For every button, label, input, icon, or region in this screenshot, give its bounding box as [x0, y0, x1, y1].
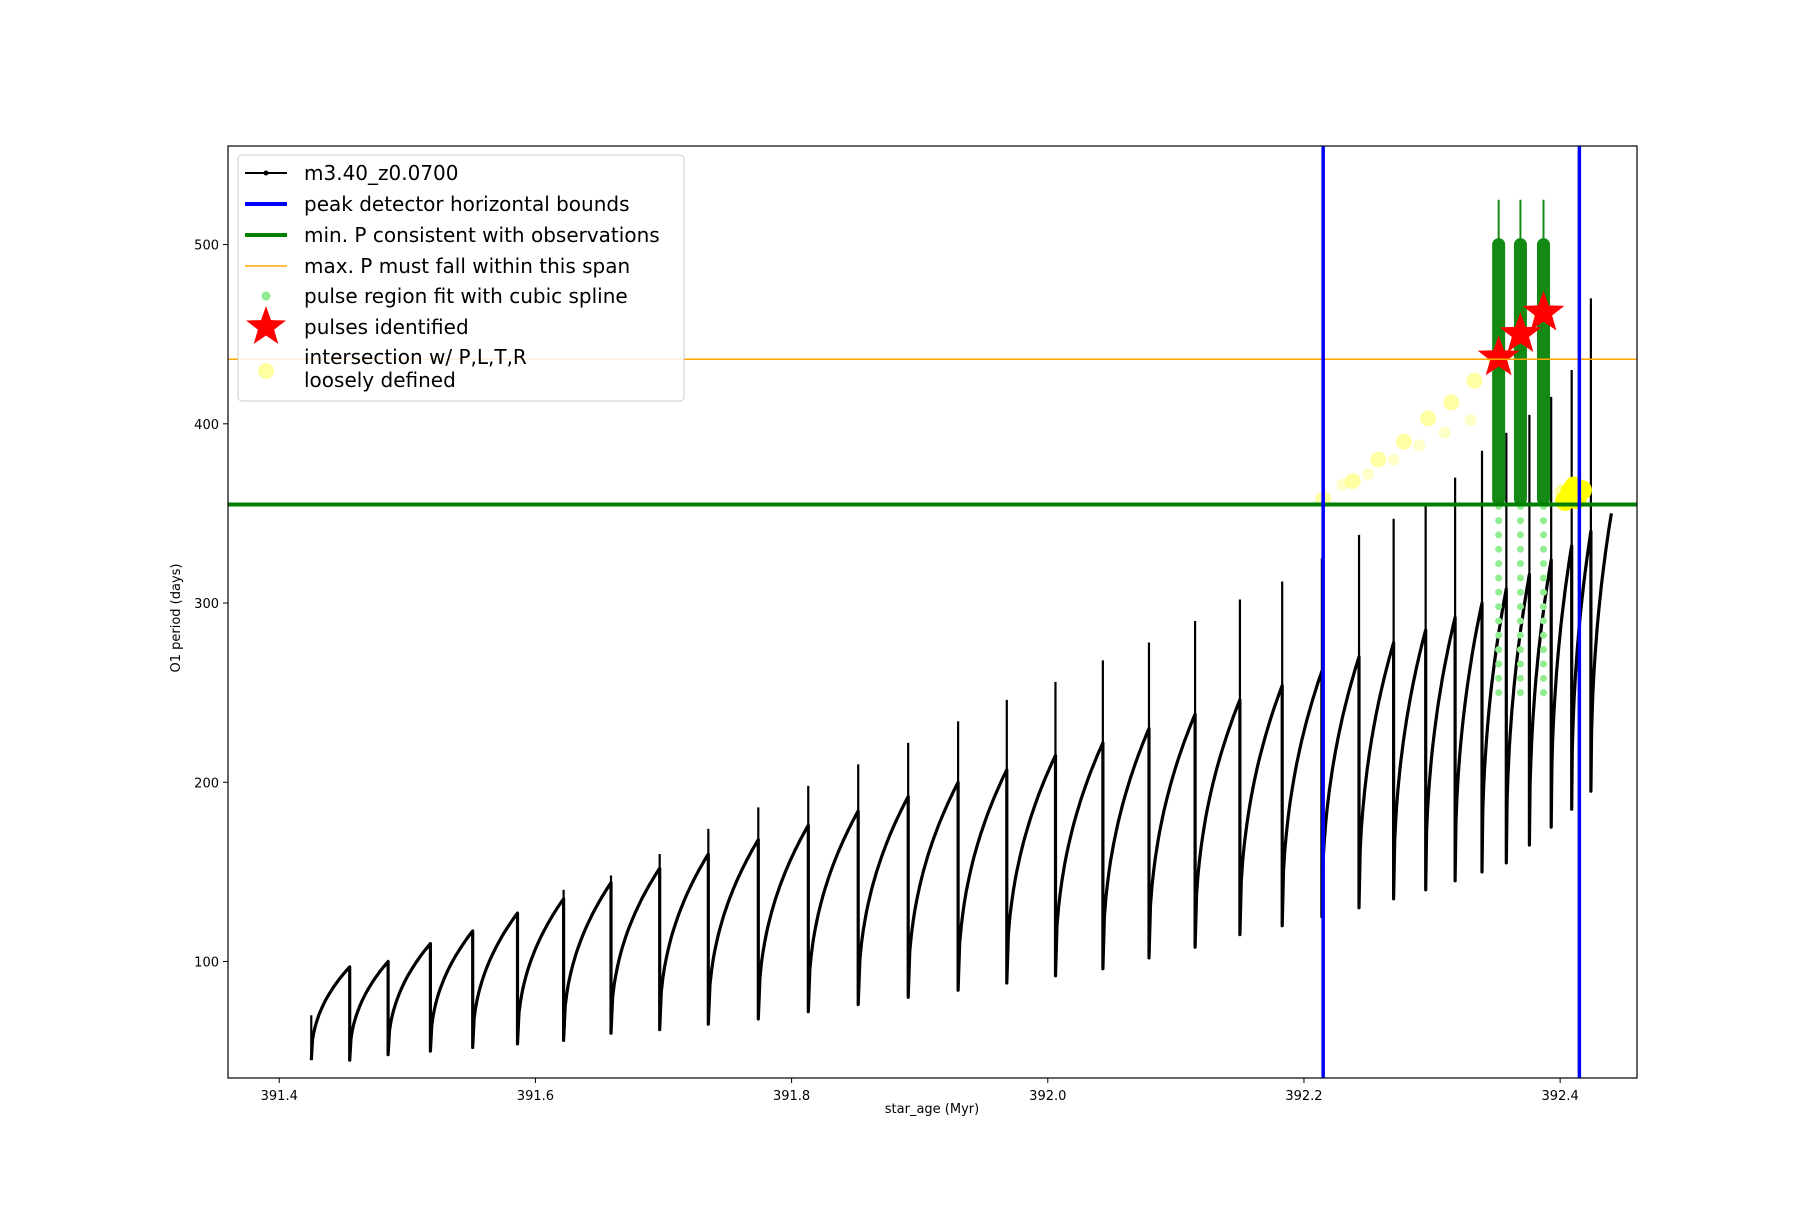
intersection-point: [1344, 473, 1361, 490]
spline-point: [1495, 674, 1503, 682]
intersection-point: [1420, 410, 1437, 427]
spline-point: [1539, 517, 1547, 525]
plot-frame: [227, 145, 1638, 1079]
spline-point: [1516, 560, 1524, 568]
spline-point: [1495, 517, 1503, 525]
spline-point: [1516, 574, 1524, 582]
plot-layer: [228, 146, 1637, 1078]
legend-label: m3.40_z0.0700: [304, 161, 459, 185]
legend-swatch-star: [246, 306, 286, 344]
intersection-point: [1464, 414, 1477, 427]
intersection-point: [1370, 451, 1387, 468]
intersection-point: [1438, 426, 1451, 439]
spline-point: [1495, 660, 1503, 668]
intersection-point: [1413, 439, 1426, 452]
intersection-point: [1362, 467, 1375, 480]
spline-point: [1539, 631, 1547, 639]
spline-point: [1539, 660, 1547, 668]
spline-point: [1539, 689, 1547, 697]
spline-point: [1495, 646, 1503, 654]
legend-label: max. P must fall within this span: [304, 254, 630, 278]
legend-label: loosely defined: [304, 368, 456, 392]
legend-label: min. P consistent with observations: [304, 223, 660, 247]
intersection-point: [1387, 453, 1400, 466]
spline-point: [1539, 617, 1547, 625]
spline-point: [1539, 603, 1547, 611]
series-line: [309, 513, 1613, 1062]
axes-layer: 391.4 391.6 391.8 392.0 392.2 392.4 100 200 300 4…: [194, 145, 1638, 1104]
spline-point: [1516, 531, 1524, 539]
intersection-point: [1466, 372, 1483, 389]
legend-box: [237, 154, 685, 402]
spline-point: [1539, 560, 1547, 568]
spline-point: [1539, 545, 1547, 553]
spline-point: [1495, 545, 1503, 553]
spline-point: [1539, 674, 1547, 682]
pulse-star: [1522, 290, 1565, 331]
spline-point: [1516, 588, 1524, 596]
y-tick-label: 200: [194, 776, 219, 791]
y-tick-label: 300: [194, 597, 219, 612]
y-tick-label: 100: [194, 956, 219, 971]
spline-point: [1495, 617, 1503, 625]
spline-point: [1516, 674, 1524, 682]
legend-label: peak detector horizontal bounds: [304, 192, 630, 216]
intersection-point: [1564, 476, 1585, 497]
intersection-point: [1395, 433, 1412, 450]
spline-point: [1495, 560, 1503, 568]
x-tick-label: 392.0: [1029, 1089, 1066, 1104]
x-tick-label: 391.4: [261, 1089, 298, 1104]
y-axis-label: O1 period (days): [169, 563, 184, 672]
intersection-point: [1443, 394, 1460, 411]
x-tick-label: 391.8: [773, 1089, 810, 1104]
legend-swatch-dot: [261, 291, 271, 301]
intersection-point: [1336, 478, 1349, 491]
x-tick-label: 392.2: [1285, 1089, 1322, 1104]
x-tick-label: 391.6: [517, 1089, 554, 1104]
spline-point: [1539, 646, 1547, 654]
spline-point: [1495, 689, 1503, 697]
spline-point: [1516, 646, 1524, 654]
plot-content: [228, 146, 1637, 1078]
spline-point: [1516, 617, 1524, 625]
spline-point: [1495, 531, 1503, 539]
legend-label: pulse region fit with cubic spline: [304, 284, 628, 308]
pulse-star: [1499, 312, 1542, 352]
spline-point: [1516, 631, 1524, 639]
spline-point: [1539, 531, 1547, 539]
legend-swatch-dot: [258, 363, 274, 379]
spline-point: [1516, 517, 1524, 525]
spline-point: [1495, 603, 1503, 611]
legend-label: pulses identified: [304, 315, 469, 339]
spline-point: [1516, 660, 1524, 668]
spline-point: [1516, 603, 1524, 611]
legend-label: intersection w/ P,L,T,R: [304, 345, 527, 369]
y-tick-label: 500: [194, 239, 219, 254]
spline-point: [1495, 574, 1503, 582]
spline-point: [1516, 545, 1524, 553]
spline-point: [1495, 631, 1503, 639]
x-axis-label: star_age (Myr): [885, 1102, 979, 1117]
spline-point: [1539, 588, 1547, 596]
spline-point: [1539, 574, 1547, 582]
spline-point: [1495, 588, 1503, 596]
y-tick-label: 400: [194, 418, 219, 433]
legend-swatch-dot: [263, 170, 269, 176]
pulse-star: [1477, 335, 1520, 376]
x-tick-label: 392.4: [1542, 1089, 1579, 1104]
spline-point: [1516, 689, 1524, 697]
